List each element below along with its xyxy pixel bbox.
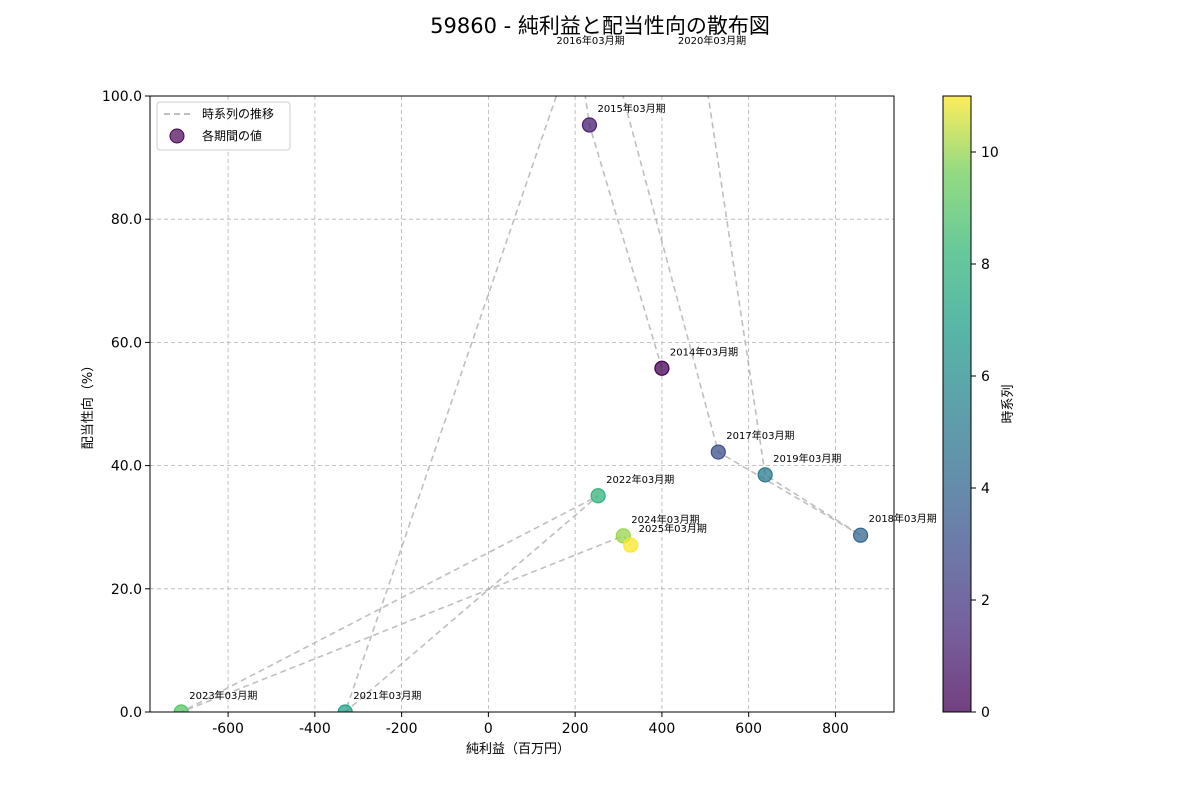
legend-entry-trend: 時系列の推移 xyxy=(202,107,274,121)
data-point xyxy=(757,467,773,483)
trend-line xyxy=(180,96,862,712)
data-point xyxy=(590,488,606,504)
x-tick-label: 200 xyxy=(562,721,589,737)
colorbar: 0 2 4 6 8 10 時系列 xyxy=(942,95,1016,721)
y-tick-label: 100.0 xyxy=(102,89,142,105)
y-tick-label: 0.0 xyxy=(120,705,142,721)
point-label: 2015年03月期 xyxy=(597,102,665,115)
legend-entry-points: 各期間の値 xyxy=(202,128,262,143)
point-label: 2025年03月期 xyxy=(639,522,707,535)
x-tick-label: -200 xyxy=(386,721,418,737)
y-axis-label: 配当性向（%） xyxy=(80,359,96,449)
x-tick-label: 400 xyxy=(649,721,676,737)
x-tick-label: -600 xyxy=(212,721,244,737)
colorbar-tick-label: 0 xyxy=(981,705,990,721)
x-axis-ticks: -600 -400 -200 0 200 400 600 800 xyxy=(212,712,849,737)
colorbar-label: 時系列 xyxy=(1001,384,1016,423)
data-point xyxy=(852,527,869,543)
data-point xyxy=(623,537,639,553)
point-label: 2020年03月期 xyxy=(678,34,746,47)
data-point xyxy=(581,117,598,133)
data-point xyxy=(337,704,353,712)
colorbar-tick-label: 4 xyxy=(981,481,990,497)
point-annotations: 2014年03月期 2015年03月期 2016年03月期 2017年03月期 2018… xyxy=(189,34,937,702)
colorbar-tick-label: 10 xyxy=(981,145,999,161)
grid-lines xyxy=(150,95,894,713)
chart-title: 59860 - 純利益と配当性向の散布図 xyxy=(430,14,770,38)
data-point xyxy=(710,444,726,460)
point-label: 2022年03月期 xyxy=(606,473,674,486)
y-tick-label: 40.0 xyxy=(111,459,142,475)
legend-box xyxy=(156,101,291,151)
x-tick-label: 600 xyxy=(735,721,762,737)
point-label: 2018年03月期 xyxy=(869,512,937,525)
y-axis-ticks: 0.0 20.0 40.0 60.0 80.0 100.0 xyxy=(102,89,150,721)
data-point xyxy=(654,360,670,376)
point-label: 2021年03月期 xyxy=(353,689,421,702)
y-tick-label: 20.0 xyxy=(111,582,142,598)
legend: 時系列の推移 各期間の値 xyxy=(156,101,291,151)
colorbar-gradient xyxy=(943,96,971,712)
point-label: 2016年03月期 xyxy=(556,34,624,47)
x-tick-label: 0 xyxy=(484,721,493,737)
data-points xyxy=(173,117,869,712)
x-axis-label: 純利益（百万円） xyxy=(466,742,570,757)
data-point xyxy=(173,704,189,712)
point-label: 2019年03月期 xyxy=(773,452,841,465)
colorbar-tick-label: 6 xyxy=(981,369,990,385)
point-label: 2024年03月期 xyxy=(631,513,699,526)
plot-frame xyxy=(149,95,895,713)
colorbar-tick-label: 2 xyxy=(981,593,990,609)
y-tick-label: 60.0 xyxy=(111,335,142,351)
x-tick-label: 800 xyxy=(822,721,849,737)
x-tick-label: -400 xyxy=(299,721,331,737)
colorbar-frame xyxy=(942,95,972,713)
point-label: 2014年03月期 xyxy=(670,345,738,358)
colorbar-tick-label: 8 xyxy=(981,257,990,273)
point-label: 2017年03月期 xyxy=(726,429,794,442)
y-tick-label: 80.0 xyxy=(111,212,142,228)
legend-marker-swatch xyxy=(169,128,185,144)
point-label: 2023年03月期 xyxy=(189,689,257,702)
colorbar-ticks: 0 2 4 6 8 10 xyxy=(971,145,999,721)
